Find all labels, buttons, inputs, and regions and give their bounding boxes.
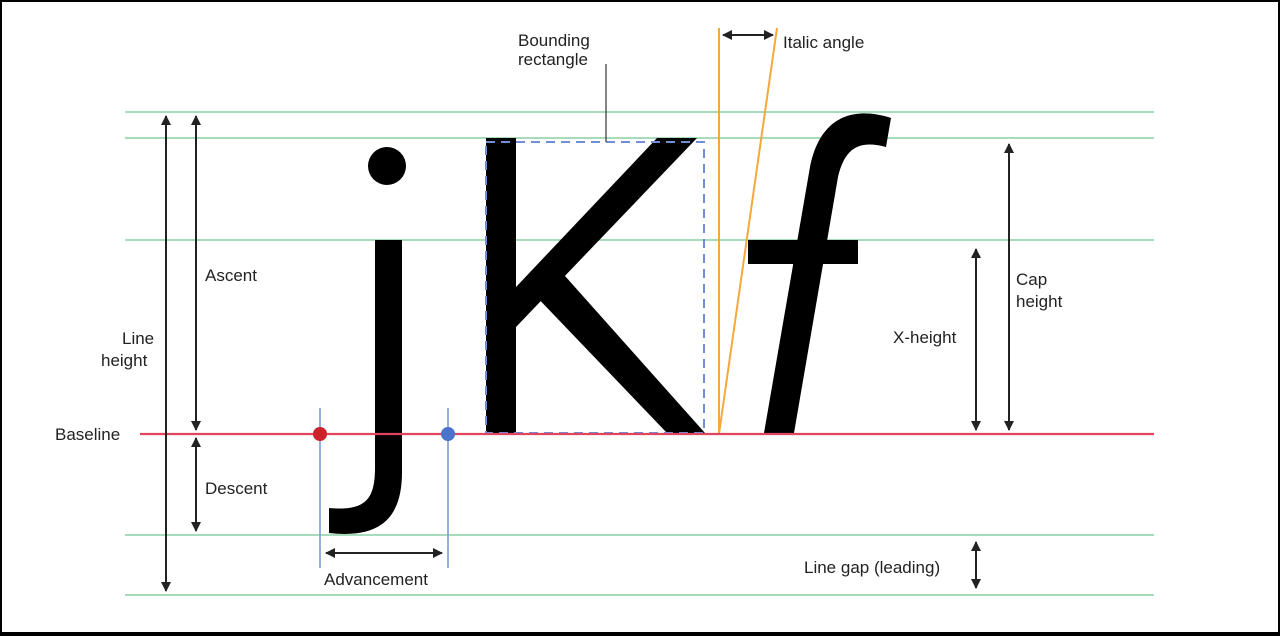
glyph-f-stem (764, 113, 891, 433)
measure-arrows (161, 115, 1014, 592)
x-height-label: X-height (893, 328, 957, 347)
italic-angle-label: Italic angle (783, 33, 864, 52)
baseline-label: Baseline (55, 425, 120, 444)
glyph-f (748, 113, 891, 433)
line-height-label-line2: height (101, 351, 148, 370)
cap-height-label-line1: Cap (1016, 270, 1047, 289)
advance-start-dot (313, 427, 327, 441)
bounding-label-line1: Bounding (518, 31, 590, 50)
line-height-label-line1: Line (122, 329, 154, 348)
glyph-f-crossbar (748, 240, 858, 264)
glyph-j-dot (368, 147, 406, 185)
italic-angle-lines (718, 27, 778, 435)
bounding-label-line2: rectangle (518, 50, 588, 69)
cap-height-label-line2: height (1016, 292, 1063, 311)
advancement-label: Advancement (324, 570, 428, 589)
glyph-j (329, 147, 406, 534)
glyph-K (486, 138, 705, 433)
guide-lines (125, 111, 1154, 596)
glyph-j-stem (329, 240, 402, 534)
italic-slanted-line (718, 27, 778, 435)
advance-end-dot (441, 427, 455, 441)
ascent-label: Ascent (205, 266, 257, 285)
glyph-K-stem (486, 138, 516, 433)
descent-label: Descent (205, 479, 268, 498)
line-gap-label: Line gap (leading) (804, 558, 940, 577)
glyph-K-lower-leg (532, 267, 705, 433)
